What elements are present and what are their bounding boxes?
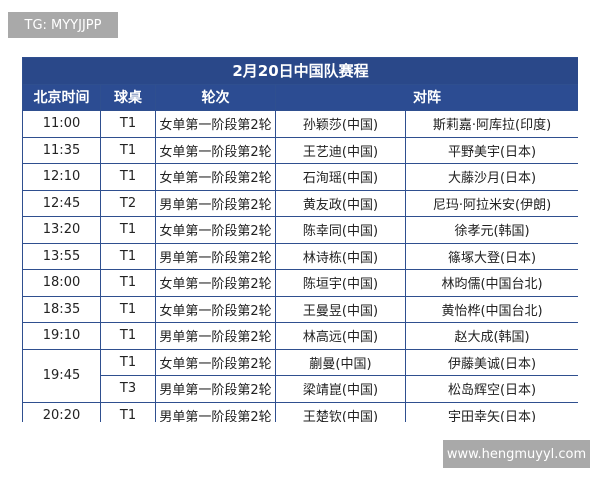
player-cell: 石洵瑶(中国): [275, 163, 406, 191]
player-cell: 王艺迪(中国): [275, 136, 406, 164]
table-body: 11:00 T1 女单第一阶段第2轮 孙颖莎(中国) 斯莉嘉·阿库拉(印度) 11:35 T…: [22, 110, 578, 422]
round-cell: 女单第一阶段第2轮: [155, 348, 276, 376]
round-cell: 男单第一阶段第2轮: [155, 189, 276, 217]
player-cell: 孙颖莎(中国): [275, 110, 406, 138]
table-cell: T1: [100, 269, 156, 297]
opponent-cell: 黄怡桦(中国台北): [404, 295, 578, 323]
watermark: TG: MYYJJPP: [8, 12, 118, 38]
table-row: 11:35 T1 女单第一阶段第2轮 王艺迪(中国) 平野美宇(日本): [22, 136, 578, 164]
table-cell: T1: [100, 322, 156, 350]
table-cell: T1: [100, 242, 156, 270]
player-cell: 蒯曼(中国): [275, 348, 406, 376]
time-cell: 13:55: [22, 242, 101, 270]
player-cell: 王楚钦(中国): [275, 401, 406, 422]
round-cell: 男单第一阶段第2轮: [155, 242, 276, 270]
column-header: 北京时间: [22, 83, 101, 111]
table-cell: T1: [100, 136, 156, 164]
table-row: 19:45 T1 女单第一阶段第2轮 蒯曼(中国) 伊藤美诚(日本): [22, 348, 578, 403]
player-cell: 梁靖崑(中国): [275, 375, 406, 403]
opponent-cell: 松岛辉空(日本): [404, 375, 578, 403]
player-cell: 林高远(中国): [275, 322, 406, 350]
opponent-cell: 徐孝元(韩国): [404, 216, 578, 244]
time-cell: 20:20: [22, 401, 101, 422]
table-cell: T2: [100, 189, 156, 217]
opponent-cell: 篠塚大登(日本): [404, 242, 578, 270]
table-row: 18:00 T1 女单第一阶段第2轮 陈垣宇(中国) 林昀儒(中国台北): [22, 269, 578, 297]
player-cell: 王曼昱(中国): [275, 295, 406, 323]
column-header: 对阵: [274, 83, 578, 111]
opponent-cell: 伊藤美诚(日本): [404, 348, 578, 376]
round-cell: 男单第一阶段第2轮: [155, 401, 276, 422]
time-cell: 12:10: [22, 163, 101, 191]
time-cell: 12:45: [22, 189, 101, 217]
opponent-cell: 林昀儒(中国台北): [404, 269, 578, 297]
player-cell: 林诗栋(中国): [275, 242, 406, 270]
round-cell: 女单第一阶段第2轮: [155, 295, 276, 323]
round-cell: 男单第一阶段第2轮: [155, 322, 276, 350]
table-cell: T1: [100, 295, 156, 323]
header-row: 北京时间 球桌 轮次 对阵: [22, 83, 578, 111]
round-cell: 女单第一阶段第2轮: [155, 216, 276, 244]
table-row: 13:20 T1 女单第一阶段第2轮 陈幸同(中国) 徐孝元(韩国): [22, 216, 578, 244]
table-cell: T3: [100, 375, 156, 403]
column-header: 轮次: [155, 83, 276, 111]
time-cell: 18:00: [22, 269, 101, 297]
time-cell: 11:35: [22, 136, 101, 164]
time-cell: 19:45: [22, 348, 101, 403]
round-cell: 女单第一阶段第2轮: [155, 269, 276, 297]
watermark: www.hengmuyyl.com: [443, 440, 590, 468]
time-cell: 11:00: [22, 110, 101, 138]
round-cell: 女单第一阶段第2轮: [155, 163, 276, 191]
table-row: 12:10 T1 女单第一阶段第2轮 石洵瑶(中国) 大藤沙月(日本): [22, 163, 578, 191]
time-cell: 18:35: [22, 295, 101, 323]
table-wrap: 2月20日中国队赛程 北京时间 球桌 轮次 对阵 11:00 T1 女单第一阶段第2轮 孙颖…: [22, 57, 578, 422]
player-cell: 陈垣宇(中国): [275, 269, 406, 297]
round-cell: 男单第一阶段第2轮: [155, 375, 276, 403]
time-cell: 13:20: [22, 216, 101, 244]
table-row: 13:55 T1 男单第一阶段第2轮 林诗栋(中国) 篠塚大登(日本): [22, 242, 578, 270]
table-row: 20:20 T1 男单第一阶段第2轮 王楚钦(中国) 宇田幸矢(日本): [22, 401, 578, 422]
table-row: 11:00 T1 女单第一阶段第2轮 孙颖莎(中国) 斯莉嘉·阿库拉(印度): [22, 110, 578, 138]
opponent-cell: 宇田幸矢(日本): [404, 401, 578, 422]
table-title: 2月20日中国队赛程: [22, 57, 578, 85]
opponent-cell: 大藤沙月(日本): [404, 163, 578, 191]
player-cell: 陈幸同(中国): [275, 216, 406, 244]
column-header: 球桌: [100, 83, 156, 111]
round-cell: 女单第一阶段第2轮: [155, 110, 276, 138]
table-cell: T1: [100, 110, 156, 138]
table-row: 19:10 T1 男单第一阶段第2轮 林高远(中国) 赵大成(韩国): [22, 322, 578, 350]
time-cell: 19:10: [22, 322, 101, 350]
table-cell: T1: [100, 216, 156, 244]
opponent-cell: 平野美宇(日本): [404, 136, 578, 164]
round-cell: 女单第一阶段第2轮: [155, 136, 276, 164]
table-cell: T1: [100, 401, 156, 422]
schedule-table: 2月20日中国队赛程 北京时间 球桌 轮次 对阵 11:00 T1 女单第一阶段第2轮 孙颖…: [22, 57, 578, 422]
player-cell: 黄友政(中国): [275, 189, 406, 217]
table-cell: T1: [100, 348, 156, 376]
opponent-cell: 赵大成(韩国): [404, 322, 578, 350]
table-row: 12:45 T2 男单第一阶段第2轮 黄友政(中国) 尼玛·阿拉米安(伊朗): [22, 189, 578, 217]
table-row: T3 男单第一阶段第2轮 梁靖崑(中国) 松岛辉空(日本): [23, 375, 578, 403]
opponent-cell: 尼玛·阿拉米安(伊朗): [404, 189, 578, 217]
table-cell: T1: [100, 163, 156, 191]
table-row: 18:35 T1 女单第一阶段第2轮 王曼昱(中国) 黄怡桦(中国台北): [22, 295, 578, 323]
opponent-cell: 斯莉嘉·阿库拉(印度): [404, 110, 578, 138]
